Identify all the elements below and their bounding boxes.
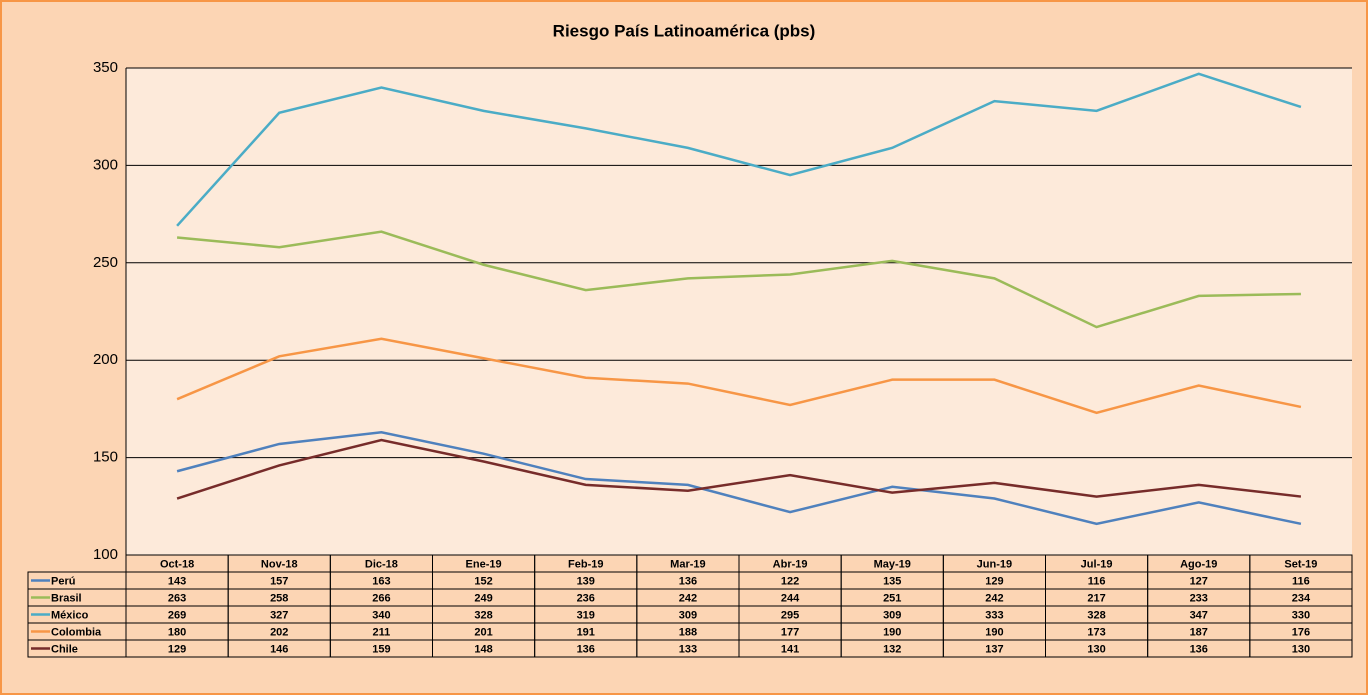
table-value: 187 (1190, 626, 1208, 638)
table-value: 233 (1190, 592, 1208, 604)
x-tick-label: Dic-18 (365, 558, 398, 570)
x-tick-label: Mar-19 (670, 558, 705, 570)
x-tick-label: Feb-19 (568, 558, 603, 570)
table-value: 202 (270, 626, 288, 638)
table-value: 266 (372, 592, 390, 604)
legend-label: Perú (51, 575, 75, 587)
table-value: 242 (985, 592, 1003, 604)
table-value: 309 (883, 609, 901, 621)
y-tick-label: 200 (93, 351, 118, 368)
table-value: 242 (679, 592, 697, 604)
x-tick-label: Abr-19 (773, 558, 808, 570)
x-tick-label: Ago-19 (1180, 558, 1217, 570)
y-tick-label: 350 (93, 59, 118, 76)
table-value: 263 (168, 592, 186, 604)
table-value: 269 (168, 609, 186, 621)
table-value: 340 (372, 609, 390, 621)
table-value: 127 (1190, 575, 1208, 587)
table-value: 191 (577, 626, 595, 638)
table-value: 143 (168, 575, 186, 587)
table-value: 327 (270, 609, 288, 621)
table-value: 159 (372, 643, 390, 655)
y-tick-label: 150 (93, 449, 118, 466)
table-value: 190 (883, 626, 901, 638)
table-value: 116 (1292, 575, 1310, 587)
x-tick-label: Set-19 (1284, 558, 1317, 570)
series-line (176, 438, 1302, 500)
table-value: 163 (372, 575, 390, 587)
table-value: 136 (679, 575, 697, 587)
table-value: 139 (577, 575, 595, 587)
table-value: 130 (1087, 643, 1105, 655)
table-value: 176 (1292, 626, 1310, 638)
table-value: 136 (577, 643, 595, 655)
table-value: 146 (270, 643, 288, 655)
table-cell (1249, 639, 1353, 658)
x-tick-label: Jul-19 (1081, 558, 1113, 570)
x-tick-label: Nov-18 (261, 558, 298, 570)
series-line (176, 230, 1301, 329)
table-value: 132 (883, 643, 901, 655)
x-tick-label: Oct-18 (160, 558, 194, 570)
table-value: 333 (985, 609, 1003, 621)
table-value: 217 (1087, 592, 1105, 604)
table-value: 141 (781, 643, 799, 655)
table-value: 135 (883, 575, 901, 587)
table-value: 328 (1087, 609, 1105, 621)
table-value: 236 (577, 592, 595, 604)
table-value: 330 (1292, 609, 1310, 621)
table-value: 188 (679, 626, 697, 638)
table-value: 180 (168, 626, 186, 638)
x-tick-label: Jun-19 (977, 558, 1012, 570)
table-value: 244 (781, 592, 800, 604)
x-tick-label: May-19 (874, 558, 911, 570)
chart-title: Riesgo País Latinoamérica (pbs) (553, 21, 816, 40)
table-value: 177 (781, 626, 799, 638)
legend-label: México (51, 609, 89, 621)
table-value: 258 (270, 592, 288, 604)
table-value: 136 (1190, 643, 1208, 655)
table-value: 190 (985, 626, 1003, 638)
table-value: 137 (985, 643, 1003, 655)
series-line (176, 337, 1302, 415)
y-tick-label: 300 (93, 156, 118, 173)
legend-label: Brasil (51, 592, 82, 604)
table-value: 116 (1088, 575, 1106, 587)
y-tick-label: 100 (93, 546, 118, 563)
series-line (176, 431, 1302, 526)
table-value: 133 (679, 643, 697, 655)
table-value: 251 (883, 592, 901, 604)
y-tick-label: 250 (93, 254, 118, 271)
table-value: 130 (1292, 643, 1310, 655)
table-value: 152 (474, 575, 492, 587)
table-value: 295 (781, 609, 799, 621)
table-value: 211 (373, 626, 391, 638)
series-line (176, 72, 1302, 227)
table-value: 129 (985, 575, 1003, 587)
table-value: 319 (577, 609, 595, 621)
table-value: 249 (474, 592, 492, 604)
x-tick-label: Ene-19 (466, 558, 502, 570)
table-value: 157 (270, 575, 288, 587)
table-value: 347 (1190, 609, 1208, 621)
table-value: 148 (474, 643, 492, 655)
table-value: 129 (168, 643, 186, 655)
legend-label: Chile (51, 643, 78, 655)
table-value: 201 (474, 626, 492, 638)
table-value: 234 (1292, 592, 1311, 604)
table-value: 173 (1087, 626, 1105, 638)
table-value: 309 (679, 609, 697, 621)
legend-label: Colombia (51, 626, 102, 638)
table-value: 328 (474, 609, 492, 621)
table-value: 122 (781, 575, 799, 587)
